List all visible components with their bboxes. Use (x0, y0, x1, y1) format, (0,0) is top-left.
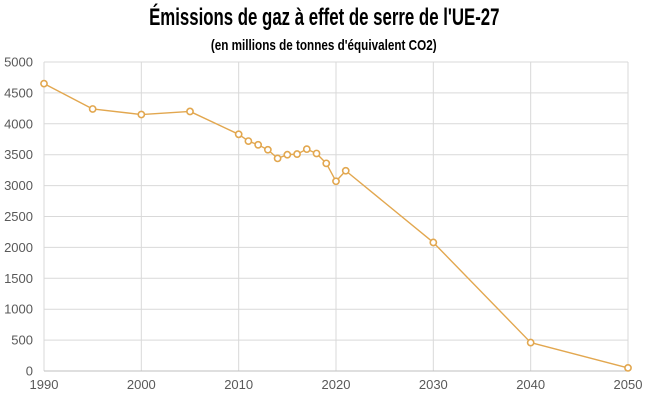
chart-title: Émissions de gaz à effet de serre de l'U… (0, 4, 648, 31)
x-axis-tick-label: 2020 (322, 377, 351, 392)
data-point-marker (254, 140, 263, 149)
data-point-marker (322, 159, 331, 168)
y-axis-tick-label: 4000 (4, 116, 33, 131)
x-axis-tick-label: 2030 (419, 377, 448, 392)
y-axis-tick-label: 3000 (4, 178, 33, 193)
data-point-marker (40, 79, 48, 88)
y-axis-tick-label: 5000 (4, 55, 33, 70)
y-axis-tick-label: 4500 (4, 85, 33, 100)
x-axis-tick-label: 2040 (516, 377, 545, 392)
y-axis-tick-label: 2000 (4, 240, 33, 255)
data-point-marker (244, 137, 253, 146)
data-point-marker (273, 154, 282, 163)
data-point-marker (186, 107, 194, 116)
chart-subtitle: (en millions de tonnes d'équivalent CO2) (0, 37, 648, 54)
data-point-marker (263, 145, 272, 154)
data-point-marker (293, 150, 301, 158)
data-point-marker (624, 364, 632, 372)
y-axis-tick-label: 0 (26, 364, 33, 379)
data-point-marker (332, 177, 340, 186)
data-point-marker (341, 166, 350, 175)
x-axis-tick-label: 1990 (30, 377, 59, 392)
data-point-marker (234, 130, 243, 139)
x-axis-tick-label: 2050 (614, 377, 643, 392)
data-point-marker (526, 338, 535, 347)
x-axis-tick-label: 2000 (127, 377, 156, 392)
data-point-marker (283, 150, 292, 159)
data-point-marker (302, 145, 311, 154)
data-point-marker (137, 110, 146, 119)
data-point-marker (312, 149, 321, 158)
data-point-marker (429, 238, 438, 247)
chart-subtitle-text: (en millions de tonnes d'équivalent CO2) (211, 37, 437, 54)
y-axis-tick-label: 3500 (4, 147, 33, 162)
y-axis-tick-label: 1500 (4, 271, 33, 286)
chart-title-text: Émissions de gaz à effet de serre de l'U… (148, 4, 500, 31)
y-axis-tick-label: 500 (11, 333, 33, 348)
y-axis-tick-label: 2500 (4, 209, 33, 224)
x-axis-tick-label: 2010 (224, 377, 253, 392)
data-point-marker (88, 105, 97, 113)
y-axis-tick-label: 1000 (4, 302, 33, 317)
